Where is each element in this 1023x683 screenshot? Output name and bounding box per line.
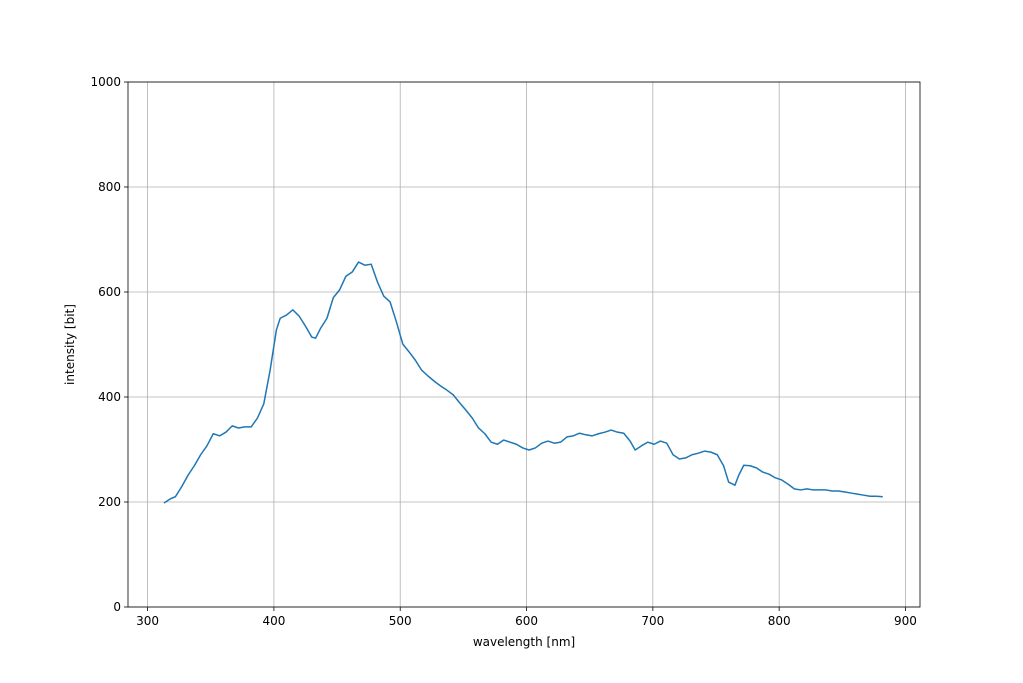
y-tick-label: 800 bbox=[98, 180, 121, 194]
axes-frame bbox=[127, 81, 921, 608]
x-tick-label: 700 bbox=[641, 614, 664, 628]
y-axis-label: intensity [bit] bbox=[63, 304, 77, 385]
x-tick-label: 800 bbox=[768, 614, 791, 628]
x-tick-label: 300 bbox=[136, 614, 159, 628]
y-tick-label: 0 bbox=[113, 600, 121, 614]
x-tick-label: 600 bbox=[515, 614, 538, 628]
x-tick-label: 500 bbox=[389, 614, 412, 628]
data-line bbox=[163, 261, 883, 504]
y-tick-label: 600 bbox=[98, 285, 121, 299]
x-axis-label: wavelength [nm] bbox=[473, 635, 575, 649]
y-tick-label: 200 bbox=[98, 495, 121, 509]
x-tick-label: 900 bbox=[894, 614, 917, 628]
x-tick-label: 400 bbox=[262, 614, 285, 628]
y-tick-label: 400 bbox=[98, 390, 121, 404]
y-tick-label: 1000 bbox=[90, 75, 121, 89]
